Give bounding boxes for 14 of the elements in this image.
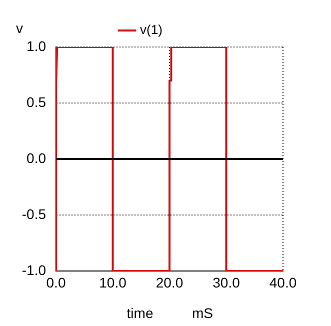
x-tick-label: 30.0 <box>212 274 240 290</box>
text: mS <box>192 305 213 321</box>
y-tick-label: 0.0 <box>26 150 46 166</box>
x-axis-title: time <box>126 305 154 321</box>
y-tick-label: -0.5 <box>22 206 46 222</box>
y-tick-label: -1.0 <box>22 262 46 278</box>
x-tick-label: 20.0 <box>156 274 184 290</box>
x-tick-label: 0.0 <box>46 274 66 290</box>
legend-label: v(1) <box>140 22 162 38</box>
y-tick-label: 1.0 <box>26 38 46 54</box>
x-tick-label: 40.0 <box>269 274 297 290</box>
x-tick-label: 10.0 <box>99 274 127 290</box>
y-axis-title: v <box>16 20 23 36</box>
y-tick-label: 0.5 <box>26 94 46 110</box>
